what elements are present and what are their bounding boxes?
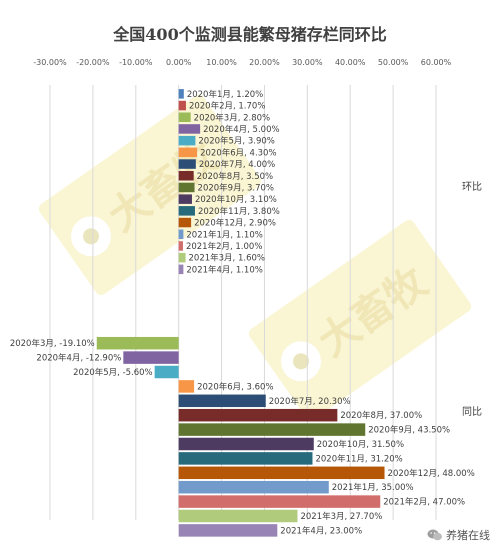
x-axis-ticks: -30.00% -20.00% -10.00% 0.00% 10.00% 20.00% 30…	[33, 58, 451, 67]
group-label-huanbi: 环比	[462, 181, 482, 193]
bar	[178, 423, 366, 436]
x-tick-label: -20.00%	[76, 58, 110, 67]
data-label: 2020年7月, 4.00%	[199, 159, 275, 170]
data-label: 2021年2月, 1.00%	[186, 241, 262, 252]
watermark: 大畜牧 大畜牧	[38, 94, 472, 421]
bar	[178, 217, 192, 228]
data-label: 2020年9月, 3.70%	[198, 182, 274, 193]
bar	[178, 394, 266, 408]
data-label: 2021年2月, 47.00%	[383, 497, 465, 508]
data-label: 2020年8月, 3.50%	[197, 171, 273, 182]
bar	[178, 229, 184, 239]
bar	[178, 495, 381, 508]
x-tick-label: 40.00%	[335, 58, 366, 67]
bar	[178, 408, 338, 422]
bars	[96, 89, 385, 537]
data-label: 2020年5月, 3.90%	[198, 136, 274, 147]
bar	[178, 100, 186, 111]
bar	[178, 89, 184, 99]
bar	[123, 351, 179, 364]
bar	[178, 524, 278, 537]
bar	[154, 365, 179, 379]
data-label: 2020年2月, 1.70%	[189, 101, 265, 112]
data-labels: 2020年1月, 1.20%2020年2月, 1.70%2020年3月, 2.8…	[10, 89, 475, 537]
data-label: 2020年3月, -19.10%	[10, 338, 95, 349]
footer-text: 养猪在线	[446, 529, 490, 542]
x-tick-label: 50.00%	[378, 58, 409, 67]
x-tick-label: 10.00%	[206, 58, 237, 67]
data-label: 2020年11月, 3.80%	[198, 206, 280, 217]
bar	[178, 182, 195, 193]
bar	[178, 135, 196, 146]
chart-title: 全国400个监测县能繁母猪存栏同环比	[112, 25, 386, 44]
x-tick-label: 0.00%	[166, 58, 192, 67]
bar	[178, 264, 184, 275]
data-label: 2020年8月, 37.00%	[340, 410, 422, 421]
bar	[178, 206, 195, 216]
data-label: 2020年1月, 1.20%	[187, 89, 263, 100]
bar	[178, 437, 314, 451]
x-tick-label: 20.00%	[249, 58, 280, 67]
bar	[178, 480, 329, 494]
wechat-icon	[427, 529, 442, 541]
data-label: 2021年1月, 1.10%	[186, 229, 262, 240]
bar	[178, 194, 192, 204]
data-label: 2020年5月, -5.60%	[73, 367, 153, 378]
data-label: 2021年3月, 1.60%	[189, 253, 265, 264]
data-label: 2020年3月, 2.80%	[194, 112, 270, 123]
bar	[178, 241, 183, 251]
data-label: 2020年12月, 2.90%	[194, 218, 276, 229]
data-label: 2020年6月, 3.60%	[197, 381, 273, 392]
bar	[178, 112, 191, 122]
bar	[178, 159, 196, 169]
data-label: 2020年10月, 3.10%	[195, 194, 277, 205]
data-label: 2020年11月, 31.20%	[315, 453, 402, 464]
bar	[178, 252, 186, 263]
bar	[96, 336, 179, 350]
data-label: 2020年4月, -12.90%	[36, 353, 121, 364]
bar	[178, 452, 313, 465]
data-label: 2020年12月, 48.00%	[388, 468, 475, 479]
group-label-tongbi: 同比	[462, 406, 482, 418]
bar	[178, 466, 385, 480]
x-tick-label: -30.00%	[33, 58, 67, 67]
data-label: 2021年4月, 1.10%	[186, 264, 262, 275]
bar	[178, 147, 198, 158]
bar	[178, 380, 195, 393]
data-label: 2021年3月, 27.70%	[300, 511, 382, 522]
data-label: 2020年7月, 20.30%	[269, 396, 351, 407]
data-label: 2020年9月, 43.50%	[368, 425, 450, 436]
bar	[178, 171, 194, 181]
data-label: 2020年4月, 5.00%	[203, 124, 279, 135]
x-tick-label: 60.00%	[421, 58, 452, 67]
bar	[178, 509, 298, 523]
bar	[178, 124, 201, 134]
x-tick-label: 30.00%	[292, 58, 323, 67]
data-label: 2021年1月, 35.00%	[332, 482, 414, 493]
data-label: 2020年6月, 4.30%	[200, 147, 276, 158]
footer: 养猪在线	[427, 527, 490, 543]
x-tick-label: -10.00%	[119, 58, 153, 67]
data-label: 2020年10月, 31.50%	[317, 439, 404, 450]
data-label: 2021年4月, 23.00%	[280, 525, 362, 536]
